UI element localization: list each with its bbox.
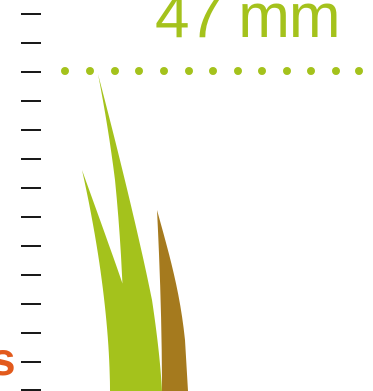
height-ruler: [0, 0, 60, 391]
ruler-tick: [21, 245, 41, 247]
ruler-tick: [21, 42, 41, 44]
grass-blade-brown: [157, 210, 188, 391]
ruler-tick: [21, 100, 41, 102]
grass-blade-green-tall: [98, 74, 162, 391]
ruler-tick: [21, 332, 41, 334]
ruler-tick: [21, 13, 41, 15]
ruler-tick: [21, 303, 41, 305]
ruler-tick: [21, 216, 41, 218]
ruler-tick: [21, 158, 41, 160]
ruler-tick: [21, 274, 41, 276]
ruler-tick: [21, 129, 41, 131]
measurement-label: 47 mm: [155, 0, 340, 51]
ruler-tick: [21, 187, 41, 189]
partial-text: s: [0, 333, 16, 385]
ruler-tick: [21, 71, 41, 73]
ruler-tick: [21, 389, 41, 391]
ruler-tick: [21, 361, 41, 363]
